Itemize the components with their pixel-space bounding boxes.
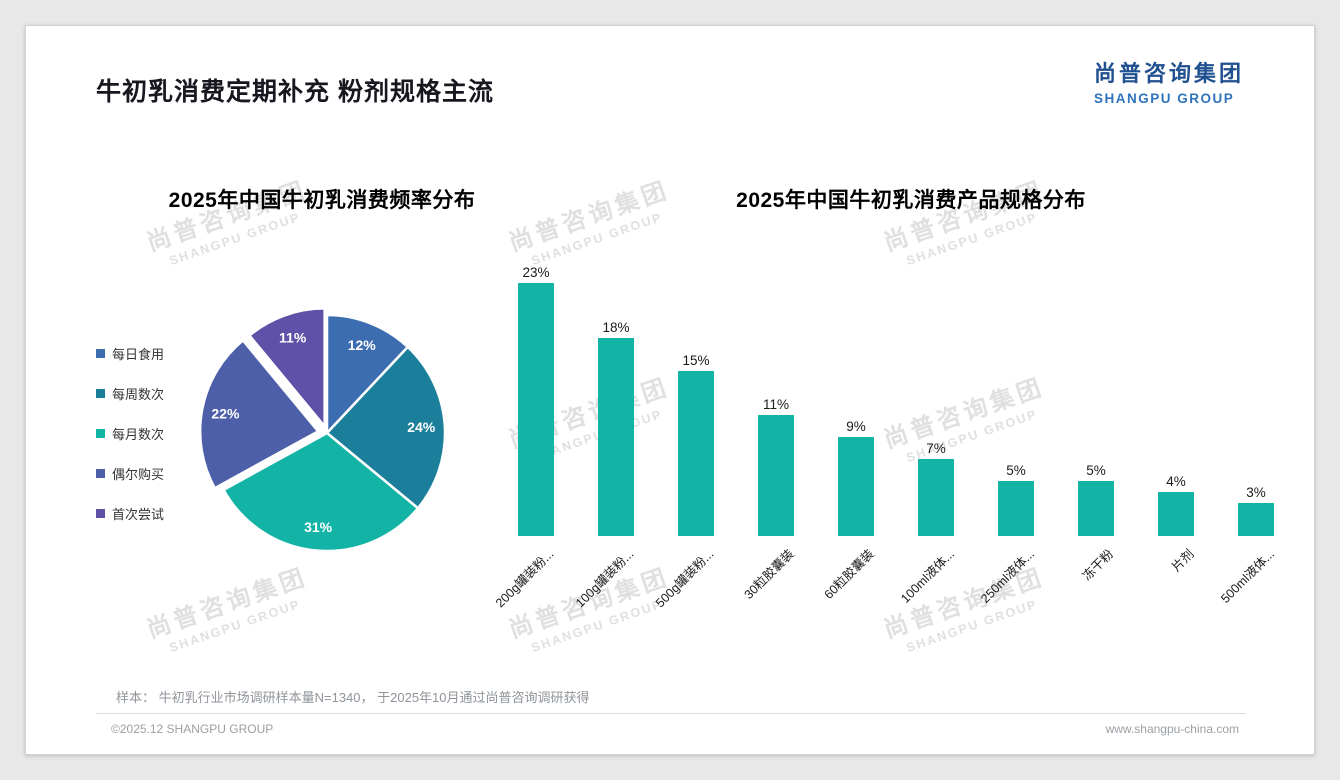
bar-category-label: 30粒胶囊装 (741, 546, 797, 602)
logo-chinese-name: 尚普咨询集团 (1093, 61, 1244, 86)
company-logo: 尚普咨询集团 SHANGPU GROUP (1094, 56, 1244, 106)
pie-chart: 12% 24% 31% 22% 11% (187, 293, 467, 573)
bar-group: 9% 60粒胶囊装 (816, 258, 896, 602)
legend-item-每周数次: 每周数次 (96, 384, 164, 403)
pie-legend: 每日食用每周数次每月数次偶尔购买首次尝试 (96, 344, 164, 523)
bar-value-label: 23% (522, 265, 550, 280)
bar-group: 18% 100g罐装粉... (573, 258, 656, 610)
bar-value-label: 11% (762, 397, 790, 412)
bar-category-label: 冻干粉 (1080, 546, 1117, 584)
bar-group: 15% 500g罐装粉... (653, 258, 736, 610)
bar-value-label: 9% (846, 419, 866, 434)
bar-100g罐装粉... (598, 338, 634, 536)
pie-value-label: 11% (279, 330, 307, 346)
bar-value-label: 5% (1086, 463, 1106, 478)
legend-label: 每日食用 (112, 347, 165, 362)
bar-value-label: 4% (1166, 474, 1186, 489)
legend-marker (96, 349, 105, 358)
bar-group: 23% 200g罐装粉... (493, 258, 576, 610)
legend-marker (96, 469, 105, 478)
footer-website: www.shangpu-china.com (1105, 722, 1239, 736)
pie-slice-每日食用 (325, 313, 410, 437)
pie-slice-偶尔购买 (198, 338, 321, 490)
bar-value-label: 15% (682, 353, 710, 368)
bar-category-label: 200g罐装粉... (493, 546, 557, 611)
bar-value-label: 3% (1246, 485, 1266, 500)
bar-冻干粉 (1078, 481, 1114, 536)
footer-copyright: ©2025.12 SHANGPU GROUP (111, 722, 274, 736)
bar-chart-title: 2025年中国牛初乳消费产品规格分布 (736, 189, 1086, 212)
bar-100ml液体... (918, 459, 954, 536)
bar-片剂 (1158, 492, 1194, 536)
legend-label: 每周数次 (112, 387, 165, 402)
pie-value-label: 24% (407, 419, 436, 435)
bar-group: 3% 500ml液体... (1216, 258, 1296, 606)
legend-label: 每月数次 (112, 427, 165, 442)
legend-label: 偶尔购买 (112, 467, 165, 482)
bar-group: 4% 片剂 (1136, 258, 1216, 574)
legend-item-偶尔购买: 偶尔购买 (96, 464, 164, 483)
bar-group: 11% 30粒胶囊装 (736, 258, 816, 602)
sample-note: 样本： 牛初乳行业市场调研样本量N=1340， 于2025年10月通过尚普咨询调… (116, 690, 590, 705)
bar-30粒胶囊装 (758, 415, 794, 536)
pie-value-label: 31% (304, 519, 333, 535)
bar-value-label: 18% (602, 320, 630, 335)
pie-value-label: 22% (211, 406, 240, 422)
bar-group: 5% 250ml液体... (976, 258, 1056, 606)
bar-chart: 23% 200g罐装粉... 18% 100g罐装粉... 15% 500g罐装粉... 1… (493, 258, 1296, 638)
legend-item-每日食用: 每日食用 (96, 344, 164, 363)
bar-60粒胶囊装 (838, 437, 874, 536)
bar-category-label: 500ml液体... (1217, 546, 1277, 606)
bar-200g罐装粉... (518, 283, 554, 536)
pie-chart-title: 2025年中国牛初乳消费频率分布 (168, 189, 476, 212)
page-title: 牛初乳消费定期补充 粉剂规格主流 (96, 78, 494, 106)
legend-marker (96, 389, 105, 398)
pie-svg: 12% 24% 31% 22% 11% (198, 307, 447, 553)
bar-category-label: 500g罐装粉... (653, 546, 717, 611)
legend-item-每月数次: 每月数次 (96, 424, 164, 443)
legend-item-首次尝试: 首次尝试 (96, 504, 164, 523)
bar-category-label: 60粒胶囊装 (821, 546, 877, 602)
pie-slice-首次尝试 (247, 307, 326, 430)
pie-slice-每周数次 (325, 345, 447, 510)
bar-250ml液体... (998, 481, 1034, 536)
bar-category-label: 片剂 (1169, 546, 1197, 575)
logo-english-name: SHANGPU GROUP (1093, 91, 1235, 106)
legend-marker (96, 509, 105, 518)
bar-500g罐装粉... (678, 371, 714, 536)
bar-group: 5% 冻干粉 (1056, 258, 1136, 583)
footer-divider (96, 713, 1246, 714)
pie-value-label: 12% (348, 337, 377, 353)
bar-group: 7% 100ml液体... (896, 258, 976, 606)
watermark: 尚普咨询集团 SHANGPU GROUP (126, 165, 332, 278)
slide: 尚普咨询集团 SHANGPU GROUP 尚普咨询集团 SHANGPU GROUP 尚普… (25, 25, 1315, 755)
legend-label: 首次尝试 (112, 507, 165, 522)
bar-value-label: 5% (1006, 463, 1026, 478)
bar-value-label: 7% (926, 441, 946, 456)
bar-category-label: 250ml液体... (977, 546, 1037, 606)
bar-500ml液体... (1238, 503, 1274, 536)
bar-category-label: 100ml液体... (897, 546, 957, 606)
legend-marker (96, 429, 105, 438)
bar-category-label: 100g罐装粉... (573, 546, 637, 611)
pie-slice-每月数次 (221, 431, 420, 553)
